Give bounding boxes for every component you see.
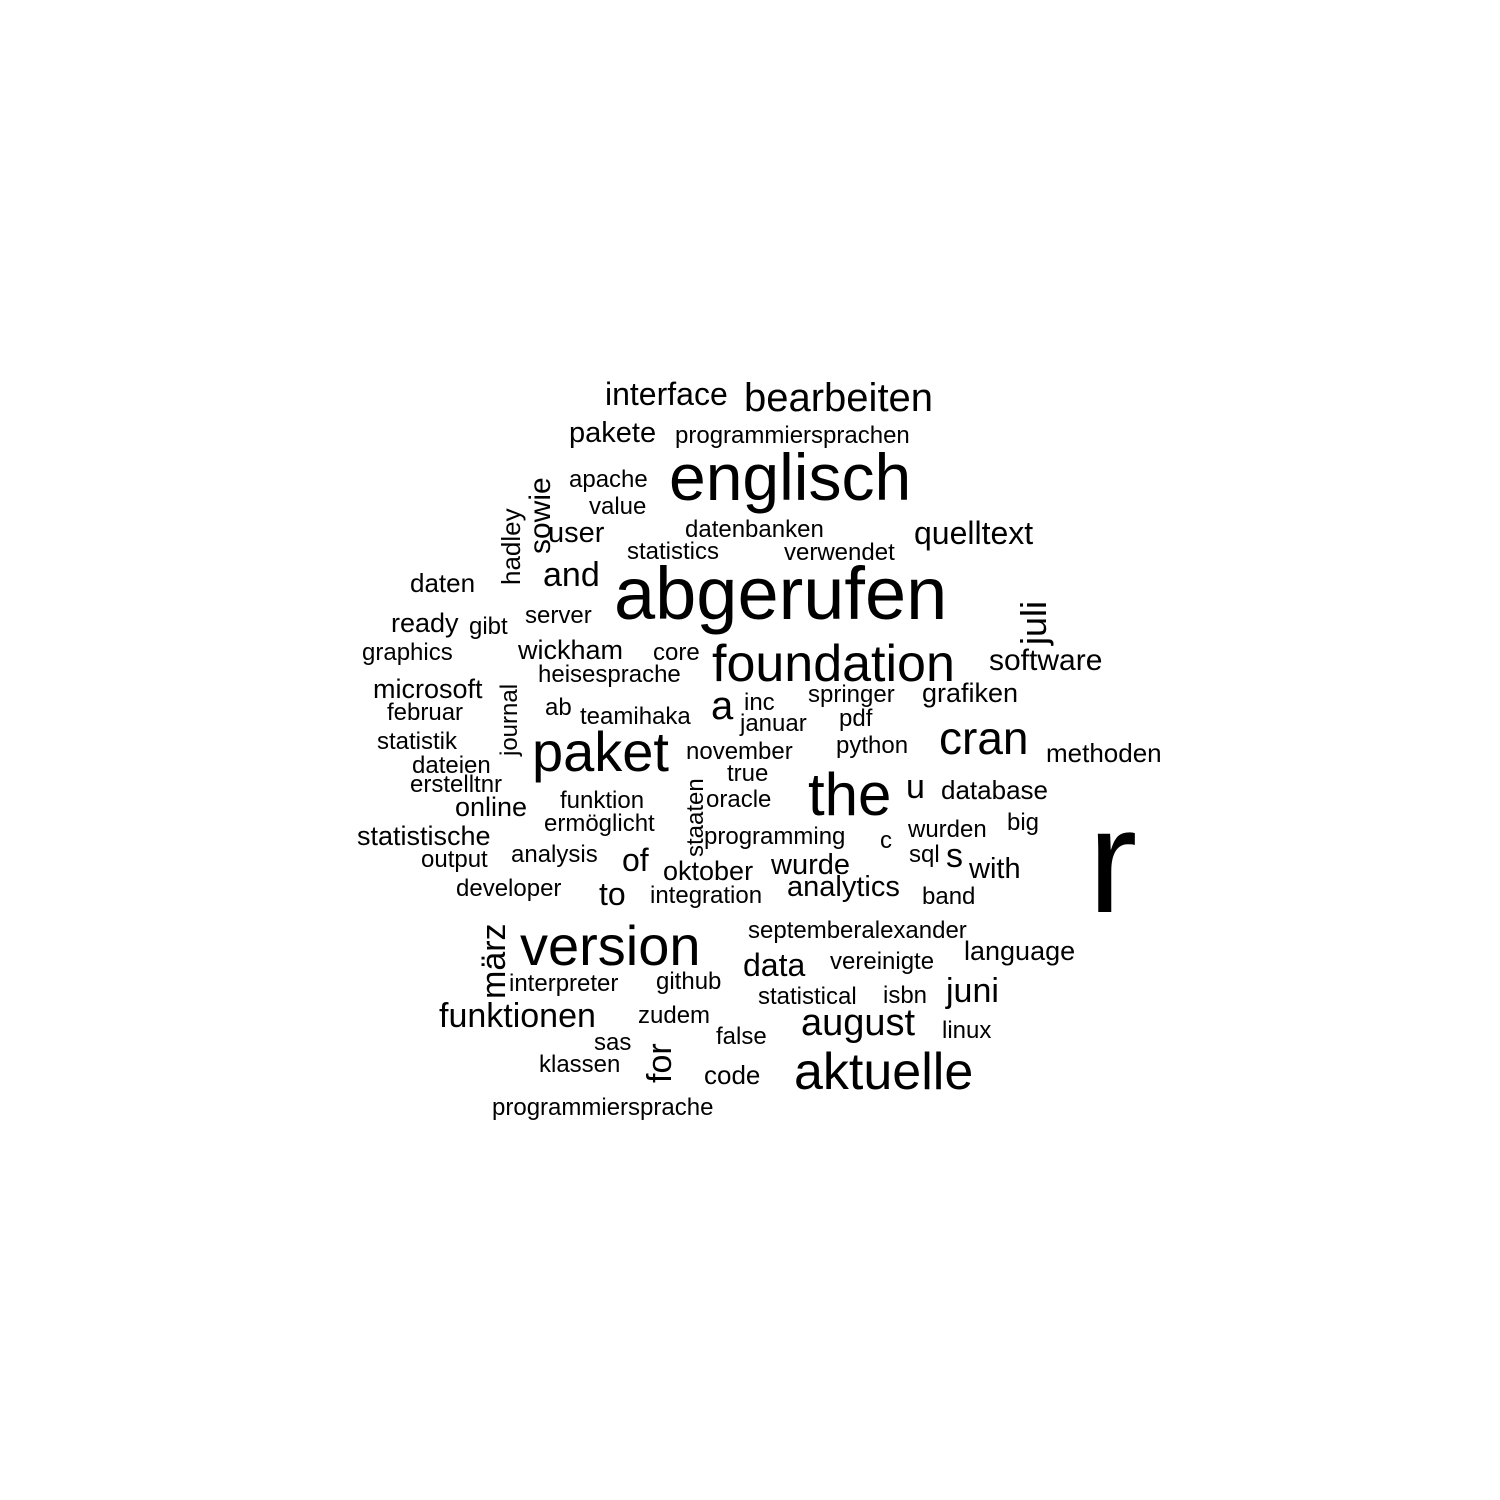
word-cloud-word: language (964, 936, 1076, 966)
word-cloud-word: with (969, 853, 1021, 885)
word-cloud-word: verwendet (784, 539, 895, 566)
word-cloud-word: teamihaka (580, 703, 691, 730)
word-cloud-word: programmiersprachen (675, 422, 910, 449)
word-cloud-word: a (711, 684, 734, 728)
word-cloud-word: journal (496, 683, 523, 756)
word-cloud-word: statistik (377, 728, 458, 755)
word-cloud-word: interface (605, 376, 728, 412)
word-cloud-word: band (922, 883, 976, 910)
word-cloud-word: wickham (518, 635, 624, 665)
word-cloud-word: for (641, 1043, 679, 1083)
word-cloud-word: grafiken (922, 678, 1019, 708)
word-cloud-word: linux (942, 1017, 992, 1044)
word-cloud-word: github (656, 968, 722, 995)
word-cloud-word: graphics (362, 639, 453, 666)
word-cloud-word: statistics (627, 538, 720, 565)
word-cloud-word: software (989, 644, 1103, 677)
word-cloud-word: januar (740, 710, 807, 737)
word-cloud-word: august (801, 1002, 916, 1044)
word-cloud-word: to (599, 876, 626, 912)
word-cloud-word: datenbanken (685, 516, 824, 543)
word-cloud-word: ready (391, 608, 459, 638)
word-cloud-word: englisch (669, 440, 912, 514)
word-cloud-word: isbn (883, 982, 928, 1009)
word-cloud-word: true (727, 760, 769, 787)
word-cloud-word: abgerufen (614, 552, 948, 635)
word-cloud-word: server (525, 602, 592, 629)
word-cloud-word: pdf (839, 705, 873, 732)
word-cloud-word: septemberalexander (748, 917, 967, 944)
word-cloud-word: statistische (357, 821, 491, 851)
word-cloud-word: oktober (663, 856, 754, 886)
word-cloud-word: u (906, 768, 925, 806)
word-cloud-word: core (653, 639, 700, 666)
word-cloud-word: online (455, 792, 528, 822)
word-cloud-word: programmiersprache (492, 1094, 714, 1121)
word-cloud-word: juli (1013, 600, 1054, 645)
word-cloud-word: vereinigte (830, 948, 935, 975)
word-cloud-word: s (946, 837, 963, 875)
word-cloud-word: erstelltnr (410, 771, 503, 798)
word-cloud-word: false (716, 1023, 767, 1050)
word-cloud-word: wurden (908, 816, 987, 843)
word-cloud-word: inc (744, 689, 775, 716)
word-cloud-word: python (836, 732, 909, 759)
word-cloud-word: wurde (771, 849, 850, 881)
word-cloud-word: november (686, 738, 793, 765)
word-cloud-word: gibt (469, 613, 508, 640)
word-cloud-word: apache (569, 466, 648, 493)
word-cloud-word: funktion (560, 787, 645, 814)
word-cloud-word: developer (456, 875, 562, 902)
word-cloud-word: dateien (412, 752, 491, 779)
word-cloud-word: data (743, 947, 806, 983)
word-cloud-word: big (1007, 809, 1040, 836)
word-cloud-word: hadley (496, 508, 526, 585)
word-cloud-word: statistical (758, 983, 857, 1010)
word-cloud-word: juni (946, 972, 999, 1010)
word-cloud-word: r (1088, 779, 1138, 944)
word-cloud-word: value (589, 493, 647, 520)
word-cloud-word: foundation (712, 635, 955, 693)
word-cloud-word: ermöglicht (544, 810, 655, 837)
word-cloud-word: cran (939, 712, 1029, 764)
word-cloud-word: paket (532, 720, 669, 783)
word-cloud-word: springer (808, 681, 895, 708)
word-cloud-word: version (520, 914, 701, 977)
word-cloud-word: database (941, 775, 1048, 805)
word-cloud-word: interpreter (509, 970, 619, 997)
word-cloud-word: sas (594, 1029, 632, 1056)
word-cloud-word: oracle (706, 786, 772, 813)
word-cloud-word: sowie (524, 477, 557, 554)
word-cloud-word: the (808, 761, 892, 828)
word-cloud-word: sql (909, 841, 940, 868)
word-cloud-word: user (548, 517, 605, 549)
word-cloud-word: daten (410, 568, 476, 598)
word-cloud-word: pakete (569, 417, 657, 449)
word-cloud-word: code (704, 1060, 761, 1090)
word-cloud-word: analytics (787, 871, 900, 903)
word-cloud-word: integration (650, 882, 763, 909)
word-cloud-word: methoden (1046, 738, 1162, 768)
word-cloud-word: and (543, 556, 600, 594)
word-cloud-word: analysis (511, 841, 598, 868)
word-cloud-word: microsoft (373, 674, 483, 704)
word-cloud-word: of (622, 842, 649, 878)
word-cloud-word: quelltext (914, 515, 1034, 551)
word-cloud-word: c (880, 827, 892, 854)
word-cloud-word: aktuelle (794, 1043, 974, 1101)
word-cloud-word: output (421, 846, 488, 873)
word-cloud-word: ab (545, 694, 572, 721)
word-cloud-word: programming (704, 823, 846, 850)
word-cloud-word: bearbeiten (744, 376, 934, 420)
word-cloud-word: klassen (539, 1051, 621, 1078)
word-cloud-word: februar (387, 699, 464, 726)
word-cloud-word: funktionen (439, 997, 596, 1035)
word-cloud-word: märz (475, 923, 513, 999)
word-cloud-word: heisesprache (538, 661, 681, 688)
word-cloud-word: zudem (638, 1002, 711, 1029)
